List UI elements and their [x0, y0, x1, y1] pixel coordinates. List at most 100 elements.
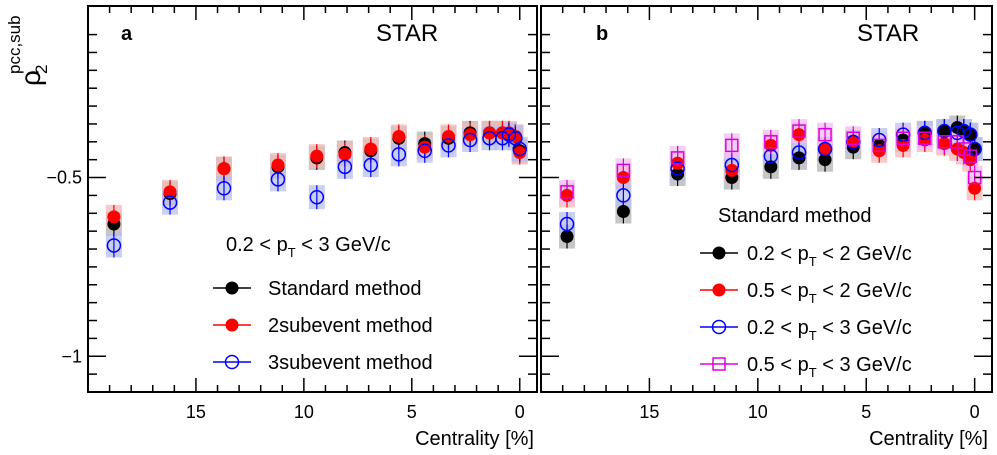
- panel-b-series-3-point: [792, 124, 806, 138]
- panel-a-series-1-point: [338, 147, 352, 161]
- panel-a-series-2-point: [106, 238, 122, 253]
- panel-b-series-0-point: [792, 151, 806, 165]
- panel-b-series-3-point: [937, 135, 952, 149]
- panel-a-x-tick-label: 10: [294, 402, 314, 422]
- panel-a-legend-title: 0.2 < pT < 3 GeV/c: [226, 234, 391, 260]
- panel-a-series-2-point: [417, 143, 432, 158]
- panel-b-series-2-point: [616, 188, 631, 203]
- panel-b-series-0-point: [560, 230, 574, 244]
- panel-a-series-2-point: [512, 141, 527, 157]
- panel-a-series-1-point: [163, 185, 177, 199]
- panel-a-series-1-point: [107, 210, 121, 224]
- panel-a-series-1-point: [463, 128, 477, 142]
- panel-b-x-tick-label: 15: [639, 402, 659, 422]
- panel-b-legend-marker-2: [711, 319, 727, 335]
- panel-b-series-2-point: [817, 141, 833, 157]
- panel-b-series-2-point: [724, 157, 740, 173]
- panel-a-legend-marker-0: [225, 281, 239, 295]
- panel-b-series-1-point: [764, 138, 778, 152]
- panel-b-series-3-point: [963, 149, 978, 163]
- panel-b-series-0-point: [764, 160, 778, 174]
- panel-a-y-tick-label: −1: [61, 346, 82, 366]
- legend-title-subscript: T: [288, 245, 296, 260]
- panel-a-x-ticks: 15 10 5 0: [108, 6, 525, 422]
- panel-b-series-0-point: [671, 167, 685, 181]
- panel-b: 15 10 5 0 b STAR Centrality [%] Standard me…: [540, 5, 993, 450]
- panel-a-legend-marker-2: [224, 354, 240, 370]
- panel-b-legend-marker-1: [712, 283, 726, 297]
- panel-b-series-3-point: [560, 185, 574, 199]
- panel-a-star-label: STAR: [376, 20, 438, 47]
- panel-b-legend-label-2: 0.2 < pT < 3 GeV/c: [747, 317, 912, 343]
- panel-b-series-1-point: [725, 163, 739, 177]
- panel-a-x-axis-title: Centrality [%]: [415, 428, 534, 450]
- panel-b-series-0-point: [616, 205, 630, 219]
- panel-a-series-1-point: [392, 129, 406, 143]
- panel-b-x-axis-title: Centrality [%]: [869, 428, 988, 450]
- panel-b-legend-marker-3: [712, 357, 726, 371]
- panel-a-frame: [87, 5, 538, 393]
- panel-a-legend-label-0: Standard method: [268, 278, 421, 300]
- panel-b-y-ticks: [541, 33, 992, 393]
- panel-b-series-1-point: [846, 135, 860, 149]
- panel-b-series-2-point: [670, 161, 685, 176]
- panel-b-x-tick-label: 10: [748, 402, 768, 422]
- panel-a-series-1-point: [418, 140, 432, 154]
- panel-a-markers: [106, 126, 527, 253]
- panel-a-series-1-point: [364, 142, 378, 156]
- panel-b-legend-label-0: 0.2 < pT < 2 GeV/c: [747, 243, 912, 269]
- panel-b-star-label: STAR: [857, 20, 919, 47]
- panel-b-series-0-point: [937, 124, 951, 138]
- panel-b-series-0-point: [963, 128, 977, 142]
- y-axis-title-sup: pcc,sub: [5, 15, 24, 74]
- panel-b-x-ticks: 15 10 5 0: [561, 6, 980, 422]
- panel-b-series-2-point: [763, 148, 779, 164]
- panel-b-series-2-point: [963, 127, 978, 142]
- panel-b-series-3-point: [616, 163, 631, 178]
- panel-b-legend: Standard method 0.2 < pT < 2 GeV/c 0.5 < …: [700, 205, 912, 380]
- panel-b-series-0-point: [818, 153, 832, 167]
- panel-a-legend-marker-1: [225, 318, 239, 332]
- panel-b-x-tick-label: 0: [970, 402, 980, 422]
- panel-b-series-3-point: [872, 138, 886, 153]
- panel-b-series-3-point: [818, 127, 832, 142]
- panel-a-legend: 0.2 < pT < 3 GeV/c Standard method 2subev…: [213, 234, 433, 374]
- panel-b-label: b: [596, 23, 608, 45]
- panel-a-series-1-point: [483, 126, 497, 140]
- panel-b-series-2-point: [791, 145, 807, 160]
- panel-b-legend-marker-0: [712, 246, 726, 260]
- panel-a-x-tick-label: 0: [515, 402, 525, 422]
- panel-a-series-2-point: [391, 147, 407, 162]
- panel-b-series-3-point: [846, 131, 860, 145]
- panel-a-series-1-point: [513, 146, 527, 160]
- panel-b-legend-title: Standard method: [718, 205, 871, 227]
- panel-b-series-3-point: [764, 135, 778, 149]
- panel-b-series-3-point: [896, 131, 910, 145]
- panel-a-series-2-point: [462, 132, 478, 148]
- panel-a-label: a: [121, 23, 133, 45]
- panel-a-series-2-point: [337, 159, 353, 175]
- panel-b-series-1-point: [968, 181, 982, 195]
- panel-b-x-tick-label: 5: [861, 402, 871, 422]
- panel-b-series-1-point: [616, 171, 630, 185]
- panel-b-series-1-point: [937, 137, 951, 151]
- panel-b-markers: [559, 121, 982, 244]
- y-axis-title-base: ρ: [15, 70, 46, 86]
- panel-a-series-2-point: [270, 172, 286, 187]
- panel-a-legend-rows: Standard method 2subevent method 3subevent…: [213, 278, 433, 374]
- panel-a-series-2-point: [309, 189, 325, 205]
- legend-title-suffix: < 3 GeV/c: [296, 234, 391, 256]
- y-axis-title-sub: 2: [32, 65, 51, 74]
- panel-b-series-1-point: [963, 153, 977, 167]
- panel-a-series-1-point: [271, 158, 285, 172]
- panel-b-series-3-point: [725, 138, 739, 153]
- panel-a-y-ticks: −0.5 −1: [46, 33, 537, 393]
- panel-a-series-2-point: [216, 181, 232, 196]
- panel-b-series-0-point: [968, 142, 982, 156]
- panel-b-legend-label-3: 0.5 < pT < 3 GeV/c: [747, 354, 912, 380]
- panel-a: 15 10 5 0 −0.5 −1 a STAR Centrality [%] 0.2 …: [46, 5, 538, 450]
- panel-a-legend-label-2: 3subevent method: [268, 352, 433, 374]
- panel-b-series-1-point: [560, 188, 574, 202]
- panel-b-series-3-point: [918, 131, 932, 145]
